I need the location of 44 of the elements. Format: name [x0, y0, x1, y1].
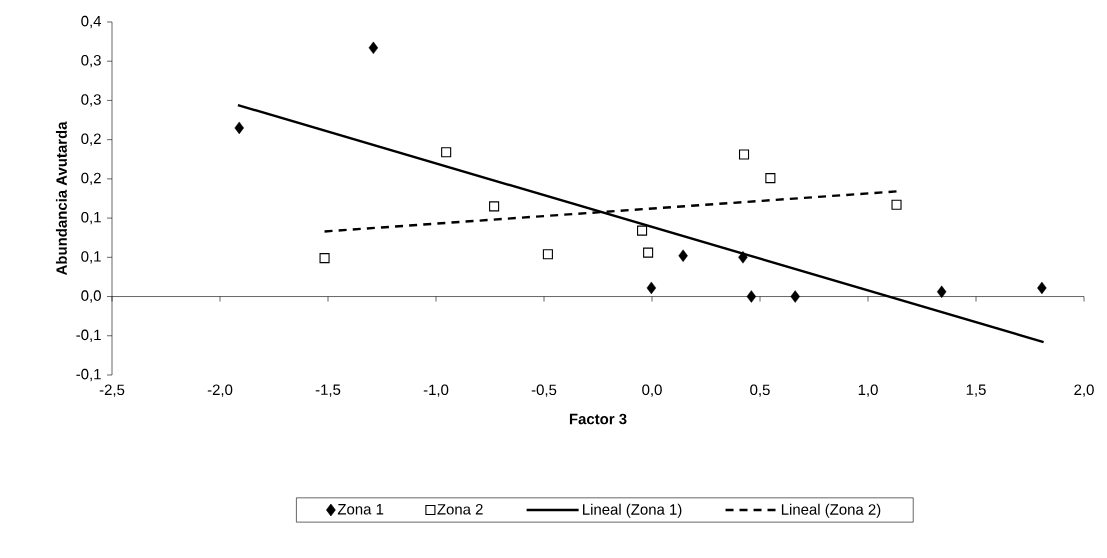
point	[441, 147, 452, 158]
point	[790, 290, 800, 303]
x-tick-label: 0,0	[642, 384, 662, 397]
legend-label: Zona 1	[337, 504, 384, 515]
y-tick-label: 0,1	[81, 251, 101, 264]
x-tick-label: -2,5	[99, 384, 125, 397]
point	[765, 173, 776, 184]
point	[637, 225, 648, 236]
legend-label: Lineal (Zona 2)	[781, 503, 881, 518]
x-tick-label: -2,0	[207, 384, 233, 397]
x-axis-title: Factor 3	[569, 413, 627, 425]
point	[746, 290, 757, 303]
point	[738, 149, 750, 160]
y-tick-label: 0,1	[81, 211, 101, 225]
y-tick-label: 0,0	[81, 290, 101, 303]
legend-label: Lineal (Zona 1)	[583, 503, 682, 518]
x-tick-label: 0,5	[750, 384, 770, 397]
x-tick-label: -0,5	[531, 384, 557, 397]
x-tick-label: -1,5	[315, 384, 341, 397]
point	[1037, 281, 1047, 295]
y-tick-label: -0,1	[76, 329, 101, 342]
y-tick-label: 0,2	[81, 172, 101, 186]
point	[489, 201, 500, 212]
point	[891, 199, 902, 210]
y-tick-label: -0,1	[76, 368, 101, 382]
point	[319, 253, 330, 264]
point	[542, 249, 553, 260]
point	[234, 121, 244, 135]
y-tick-label: 0,4	[81, 15, 102, 29]
y-tick-label: 0,3	[81, 94, 101, 107]
point	[738, 251, 748, 264]
y-axis-title: Abundancia Avutarda	[55, 121, 67, 276]
point	[678, 249, 688, 262]
x-tick-label: 1,0	[858, 384, 878, 397]
y-tick-label: 0,3	[81, 55, 101, 68]
x-tick-label: -1,0	[423, 384, 449, 397]
legend-label: Zona 2	[437, 504, 483, 515]
y-tick-label: 0,2	[81, 133, 101, 146]
point	[368, 41, 379, 55]
point	[646, 281, 657, 295]
point	[936, 285, 947, 299]
x-tick-label: 2,0	[1074, 384, 1094, 397]
point	[643, 247, 654, 258]
x-tick-label: 1,5	[966, 384, 986, 397]
